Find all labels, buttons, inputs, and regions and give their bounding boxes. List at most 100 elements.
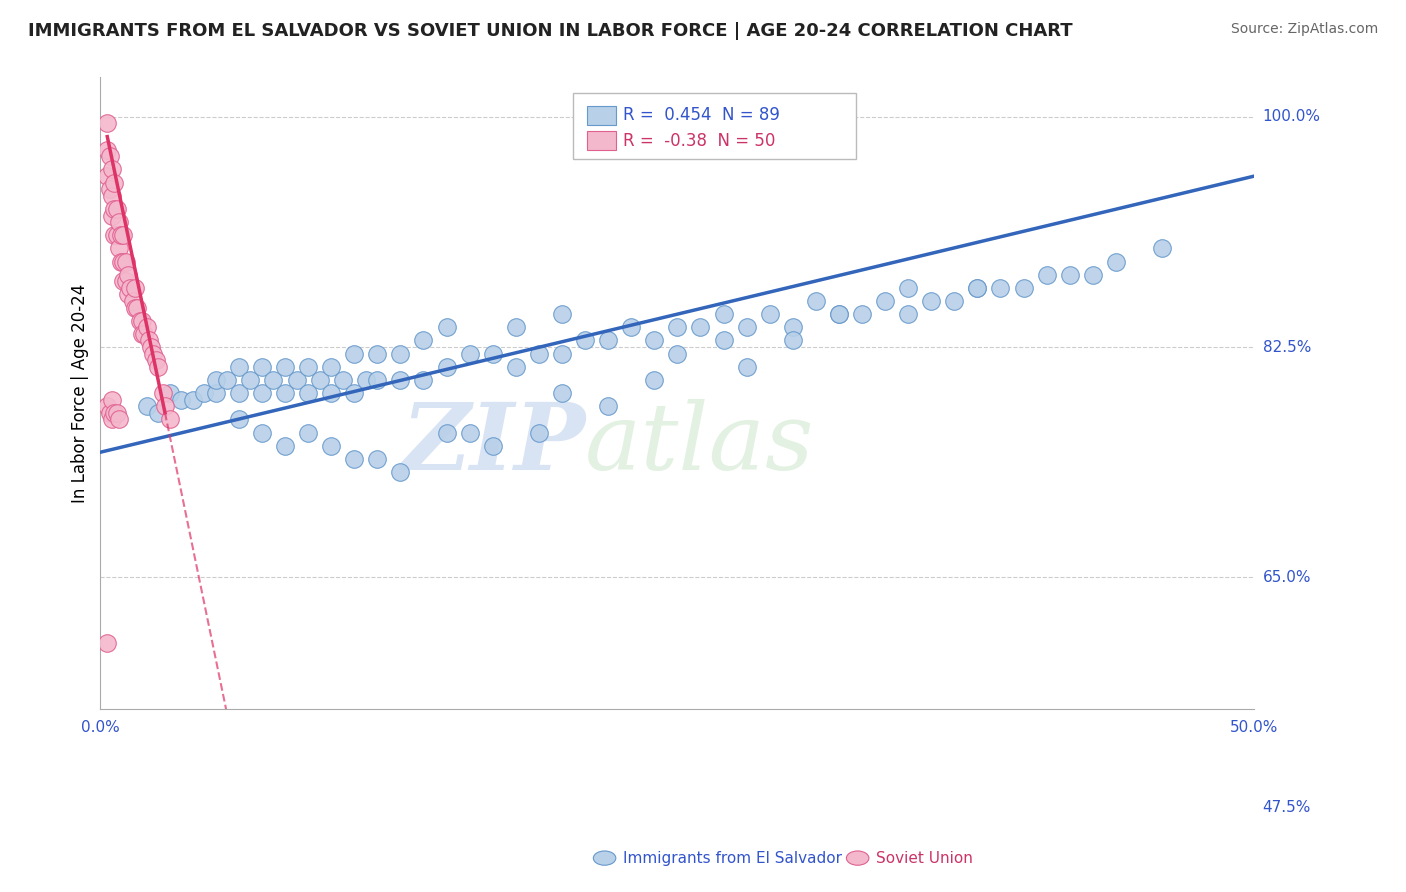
Point — [96, 399, 118, 413]
Point — [105, 202, 128, 216]
Point — [527, 425, 550, 440]
Point — [1035, 268, 1057, 282]
Point — [98, 406, 121, 420]
Point — [101, 392, 124, 407]
Point — [343, 386, 366, 401]
Point — [643, 373, 665, 387]
Text: 0.0%: 0.0% — [82, 720, 120, 735]
Point — [389, 346, 412, 360]
Point — [139, 340, 162, 354]
Point — [135, 399, 157, 413]
Point — [481, 439, 503, 453]
Point — [103, 228, 125, 243]
Point — [436, 359, 458, 374]
Point — [620, 320, 643, 334]
Point — [135, 320, 157, 334]
Point — [117, 268, 139, 282]
Point — [828, 307, 851, 321]
Text: 82.5%: 82.5% — [1263, 340, 1310, 354]
Text: 47.5%: 47.5% — [1263, 800, 1310, 814]
Point — [153, 399, 176, 413]
Point — [412, 334, 434, 348]
Point — [804, 293, 827, 308]
Point — [117, 287, 139, 301]
Point — [713, 334, 735, 348]
Point — [274, 386, 297, 401]
Point — [713, 307, 735, 321]
Point — [436, 425, 458, 440]
Point — [159, 412, 181, 426]
Y-axis label: In Labor Force | Age 20-24: In Labor Force | Age 20-24 — [72, 284, 89, 503]
Text: atlas: atlas — [585, 399, 814, 489]
Point — [875, 293, 897, 308]
Point — [782, 334, 804, 348]
Point — [112, 274, 135, 288]
Text: Soviet Union: Soviet Union — [876, 851, 973, 865]
Point — [114, 274, 136, 288]
Point — [108, 215, 131, 229]
Point — [966, 281, 988, 295]
Point — [262, 373, 284, 387]
Point — [551, 386, 574, 401]
Point — [274, 359, 297, 374]
Point — [134, 326, 156, 341]
Point — [643, 334, 665, 348]
Point — [897, 281, 920, 295]
Point — [204, 373, 226, 387]
Point — [966, 281, 988, 295]
Point — [551, 307, 574, 321]
Point — [108, 412, 131, 426]
Point — [505, 359, 527, 374]
Point — [181, 392, 204, 407]
Point — [228, 386, 250, 401]
Point — [217, 373, 239, 387]
Point — [366, 451, 388, 466]
Point — [152, 386, 174, 401]
Point — [389, 465, 412, 479]
Text: ZIP: ZIP — [401, 399, 585, 489]
Point — [689, 320, 711, 334]
Text: IMMIGRANTS FROM EL SALVADOR VS SOVIET UNION IN LABOR FORCE | AGE 20-24 CORRELATI: IMMIGRANTS FROM EL SALVADOR VS SOVIET UN… — [28, 22, 1073, 40]
Point — [943, 293, 966, 308]
Text: Immigrants from El Salvador: Immigrants from El Salvador — [623, 851, 842, 865]
Point — [239, 373, 262, 387]
Text: R =  0.454  N = 89: R = 0.454 N = 89 — [623, 106, 780, 124]
Point — [98, 149, 121, 163]
Point — [105, 228, 128, 243]
Point — [274, 439, 297, 453]
Point — [108, 241, 131, 255]
Point — [121, 293, 143, 308]
Point — [114, 254, 136, 268]
Point — [598, 334, 620, 348]
Point — [170, 392, 193, 407]
Point — [96, 169, 118, 183]
Point — [101, 209, 124, 223]
Point — [228, 359, 250, 374]
Point — [120, 281, 142, 295]
Point — [128, 314, 150, 328]
Point — [897, 307, 920, 321]
Text: Source: ZipAtlas.com: Source: ZipAtlas.com — [1230, 22, 1378, 37]
Point — [127, 301, 149, 315]
Point — [285, 373, 308, 387]
Point — [124, 281, 146, 295]
Point — [354, 373, 377, 387]
Point — [574, 334, 596, 348]
Point — [131, 326, 153, 341]
Point — [103, 406, 125, 420]
Point — [145, 353, 167, 368]
Point — [666, 320, 689, 334]
Point — [146, 406, 169, 420]
Point — [103, 176, 125, 190]
Point — [851, 307, 873, 321]
Point — [297, 359, 319, 374]
Point — [101, 188, 124, 202]
Point — [308, 373, 330, 387]
Point — [366, 346, 388, 360]
Bar — [588, 131, 616, 150]
Point — [1081, 268, 1104, 282]
Point — [551, 346, 574, 360]
Point — [828, 307, 851, 321]
Point — [101, 162, 124, 177]
Point — [103, 202, 125, 216]
